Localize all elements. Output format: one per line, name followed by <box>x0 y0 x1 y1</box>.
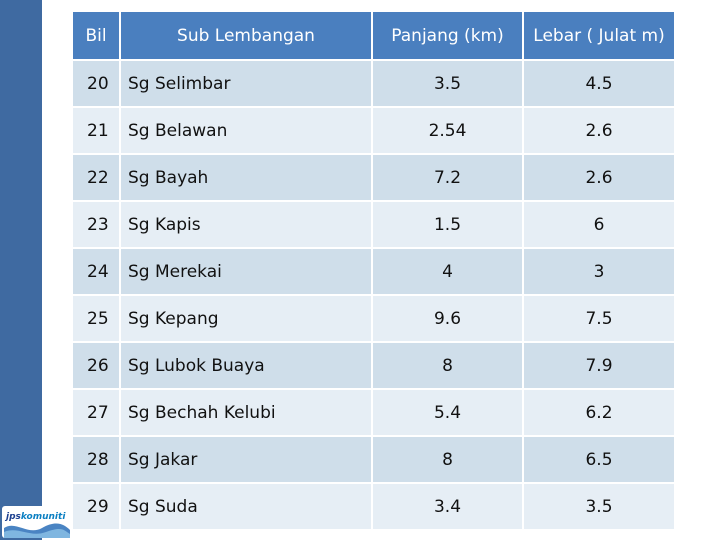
cell-sub-lembangan: Sg Kapis <box>120 200 373 248</box>
table-row: 26 Sg Lubok Buaya 8 7.9 <box>73 341 674 389</box>
cell-bil: 28 <box>73 435 121 483</box>
table-row: 23 Sg Kapis 1.5 6 <box>73 200 674 248</box>
cell-sub-lembangan: Sg Kepang <box>120 294 373 342</box>
logo-wave-icon <box>4 523 70 538</box>
cell-sub-lembangan: Sg Jakar <box>120 435 373 483</box>
cell-lebar: 3.5 <box>523 482 674 529</box>
cell-panjang: 3.4 <box>372 482 524 529</box>
cell-panjang: 7.2 <box>372 153 524 201</box>
cell-bil: 22 <box>73 153 121 201</box>
header-bil: Bil <box>73 12 121 60</box>
table-row: 21 Sg Belawan 2.54 2.6 <box>73 106 674 154</box>
cell-panjang: 9.6 <box>372 294 524 342</box>
logo-text: jpskomuniti <box>6 512 66 522</box>
cell-bil: 20 <box>73 59 121 107</box>
table-row: 25 Sg Kepang 9.6 7.5 <box>73 294 674 342</box>
cell-lebar: 6 <box>523 200 674 248</box>
header-lebar: Lebar ( Julat m) <box>523 12 674 60</box>
cell-panjang: 3.5 <box>372 59 524 107</box>
cell-bil: 26 <box>73 341 121 389</box>
cell-bil: 25 <box>73 294 121 342</box>
table-row: 24 Sg Merekai 4 3 <box>73 247 674 295</box>
cell-panjang: 4 <box>372 247 524 295</box>
cell-lebar: 4.5 <box>523 59 674 107</box>
cell-lebar: 2.6 <box>523 153 674 201</box>
cell-lebar: 6.5 <box>523 435 674 483</box>
cell-bil: 23 <box>73 200 121 248</box>
jps-komuniti-logo: jpskomuniti <box>2 506 72 538</box>
cell-panjang: 8 <box>372 435 524 483</box>
cell-sub-lembangan: Sg Belawan <box>120 106 373 154</box>
cell-panjang: 5.4 <box>372 388 524 436</box>
side-accent-bar <box>0 0 42 540</box>
cell-sub-lembangan: Sg Bechah Kelubi <box>120 388 373 436</box>
cell-panjang: 1.5 <box>372 200 524 248</box>
cell-lebar: 7.9 <box>523 341 674 389</box>
header-sub-lembangan: Sub Lembangan <box>120 12 373 60</box>
sub-basin-table: Bil Sub Lembangan Panjang (km) Lebar ( J… <box>73 12 674 529</box>
cell-sub-lembangan: Sg Merekai <box>120 247 373 295</box>
table-row: 27 Sg Bechah Kelubi 5.4 6.2 <box>73 388 674 436</box>
cell-bil: 29 <box>73 482 121 529</box>
cell-bil: 27 <box>73 388 121 436</box>
cell-sub-lembangan: Sg Lubok Buaya <box>120 341 373 389</box>
cell-panjang: 8 <box>372 341 524 389</box>
cell-lebar: 3 <box>523 247 674 295</box>
table-row: 28 Sg Jakar 8 6.5 <box>73 435 674 483</box>
cell-lebar: 6.2 <box>523 388 674 436</box>
cell-sub-lembangan: Sg Bayah <box>120 153 373 201</box>
cell-lebar: 7.5 <box>523 294 674 342</box>
table-row: 29 Sg Suda 3.4 3.5 <box>73 482 674 529</box>
table-row: 20 Sg Selimbar 3.5 4.5 <box>73 59 674 107</box>
cell-panjang: 2.54 <box>372 106 524 154</box>
cell-bil: 24 <box>73 247 121 295</box>
cell-bil: 21 <box>73 106 121 154</box>
header-panjang: Panjang (km) <box>372 12 524 60</box>
table-row: 22 Sg Bayah 7.2 2.6 <box>73 153 674 201</box>
cell-sub-lembangan: Sg Selimbar <box>120 59 373 107</box>
table-header-row: Bil Sub Lembangan Panjang (km) Lebar ( J… <box>73 12 674 60</box>
cell-lebar: 2.6 <box>523 106 674 154</box>
cell-sub-lembangan: Sg Suda <box>120 482 373 529</box>
